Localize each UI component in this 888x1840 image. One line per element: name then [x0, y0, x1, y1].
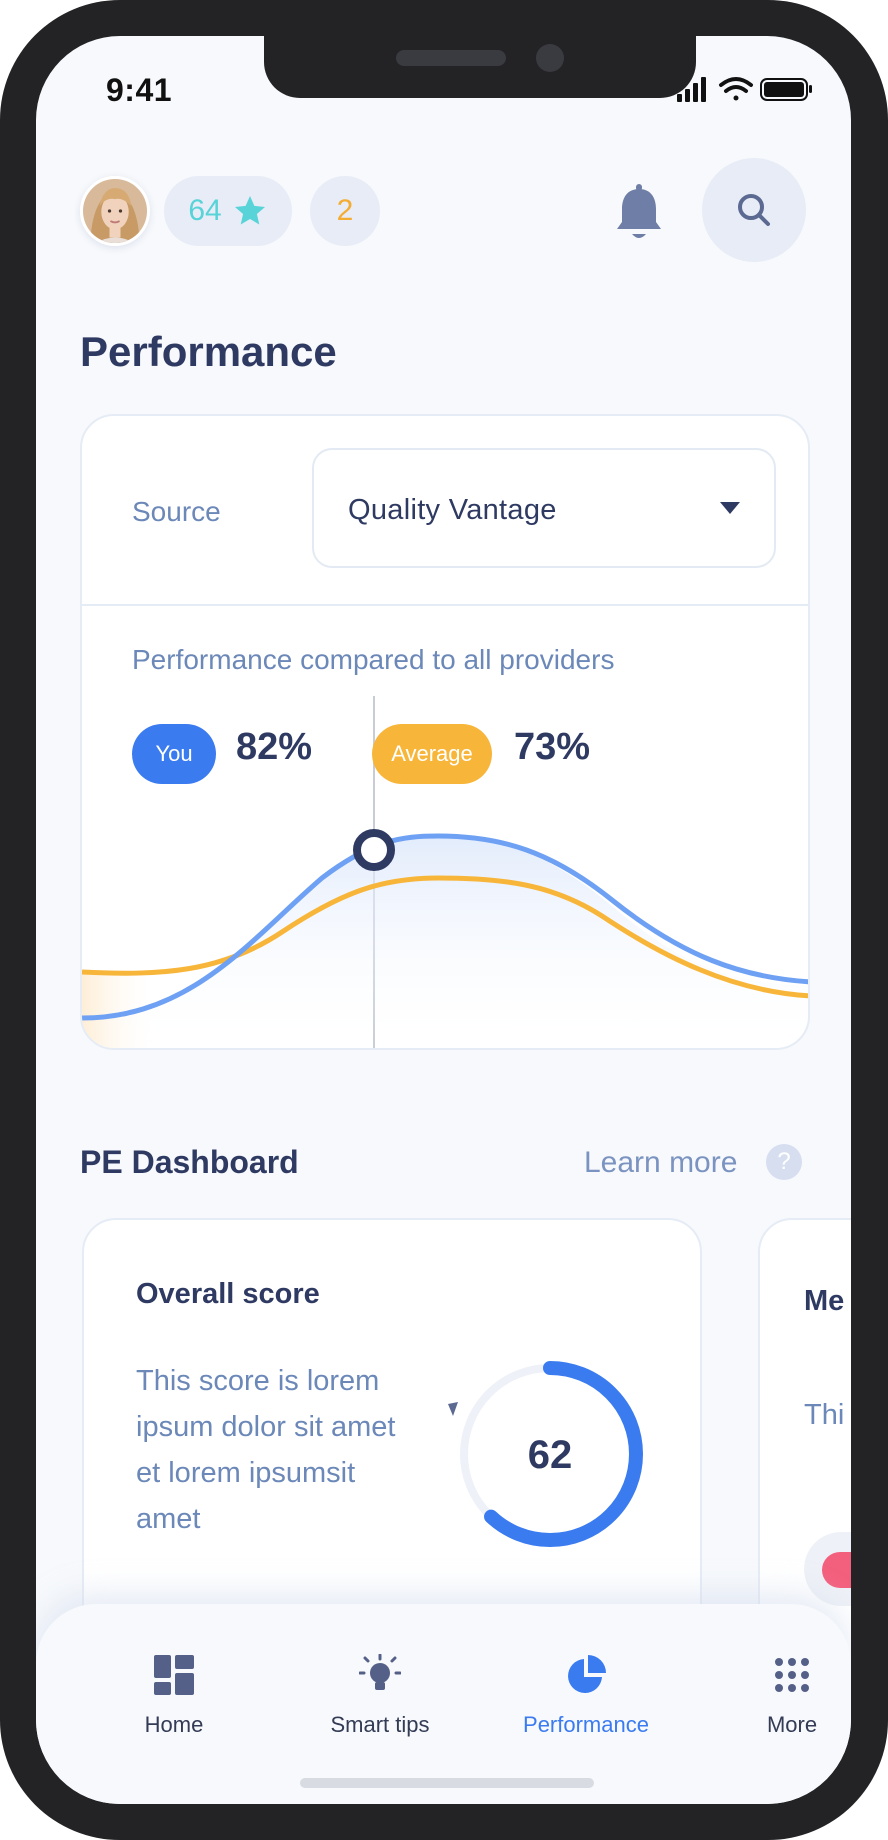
signal-icon — [677, 77, 706, 102]
pie-chart-icon — [568, 1655, 606, 1693]
avatar[interactable] — [80, 176, 150, 246]
source-label: Source — [132, 496, 221, 527]
score-badge[interactable]: 64 — [164, 176, 292, 246]
gauge-pointer-icon — [448, 1402, 458, 1416]
grid-dots-icon — [775, 1658, 809, 1692]
page-title: Performance — [80, 328, 337, 375]
speaker-grille — [396, 50, 506, 66]
you-tag: You — [132, 724, 216, 784]
performance-subtitle: Performance compared to all providers — [132, 644, 615, 675]
nav-smart-tips[interactable]: Smart tips — [290, 1654, 470, 1738]
status-indicator-dot — [822, 1552, 851, 1588]
dashboard-icon — [154, 1655, 194, 1695]
score-gauge: 62 — [448, 1361, 643, 1547]
bottom-navigation: Home Smart tips — [36, 1604, 851, 1804]
help-icon[interactable]: ? — [766, 1144, 802, 1180]
card-divider — [82, 604, 808, 606]
overall-score-card[interactable]: Overall score This score is lorem ipsum … — [82, 1218, 702, 1678]
dashboard-title: PE Dashboard — [80, 1144, 299, 1180]
nav-smart-tips-label: Smart tips — [330, 1712, 430, 1737]
overall-score-value: 62 — [528, 1433, 573, 1477]
overall-score-description: This score is lorem ipsum dolor sit amet… — [136, 1365, 396, 1535]
score-value: 64 — [188, 194, 222, 227]
performance-card: Source Quality Vantage Performance compa… — [80, 414, 810, 1050]
average-curve — [82, 875, 808, 999]
source-select-value: Quality Vantage — [348, 494, 557, 526]
nav-more-label: More — [766, 1712, 818, 1737]
you-percentage: 82% — [236, 726, 313, 768]
notification-count-badge[interactable]: 2 — [310, 176, 380, 246]
secondary-score-card[interactable]: Me per Thi am — [758, 1218, 851, 1678]
notification-count: 2 — [336, 194, 354, 227]
search-icon — [738, 194, 770, 226]
search-button[interactable] — [702, 158, 806, 262]
secondary-card-indicator — [804, 1532, 851, 1606]
star-icon — [234, 196, 265, 225]
average-tag: Average — [372, 724, 492, 784]
source-select[interactable]: Quality Vantage — [312, 448, 776, 568]
front-camera — [536, 44, 564, 72]
average-percentage: 73% — [514, 726, 591, 768]
learn-more-link[interactable]: Learn more — [584, 1146, 738, 1179]
nav-more[interactable]: More — [702, 1654, 851, 1738]
gauge-progress-arc — [457, 1361, 643, 1547]
bulb-icon — [359, 1654, 401, 1690]
secondary-card-description: Thi am — [804, 1399, 851, 1431]
home-indicator[interactable] — [300, 1778, 594, 1788]
battery-icon — [760, 78, 812, 101]
nav-performance-label: Performance — [523, 1712, 649, 1737]
screen: 9:41 — [36, 36, 851, 1804]
nav-performance[interactable]: Performance — [496, 1654, 676, 1738]
wifi-icon — [719, 77, 753, 101]
secondary-card-title: Me per — [804, 1285, 851, 1317]
you-curve — [82, 833, 808, 1021]
device-notch — [264, 36, 696, 98]
you-marker — [353, 829, 395, 871]
status-icons — [677, 77, 812, 102]
performance-curve-chart — [82, 696, 808, 1048]
nav-home-label: Home — [144, 1712, 204, 1737]
status-time: 9:41 — [106, 72, 173, 108]
bell-icon[interactable] — [614, 184, 664, 242]
avatar-image — [83, 179, 147, 243]
overall-score-title: Overall score — [136, 1278, 320, 1310]
nav-home[interactable]: Home — [84, 1654, 264, 1738]
caret-down-icon — [720, 502, 740, 514]
